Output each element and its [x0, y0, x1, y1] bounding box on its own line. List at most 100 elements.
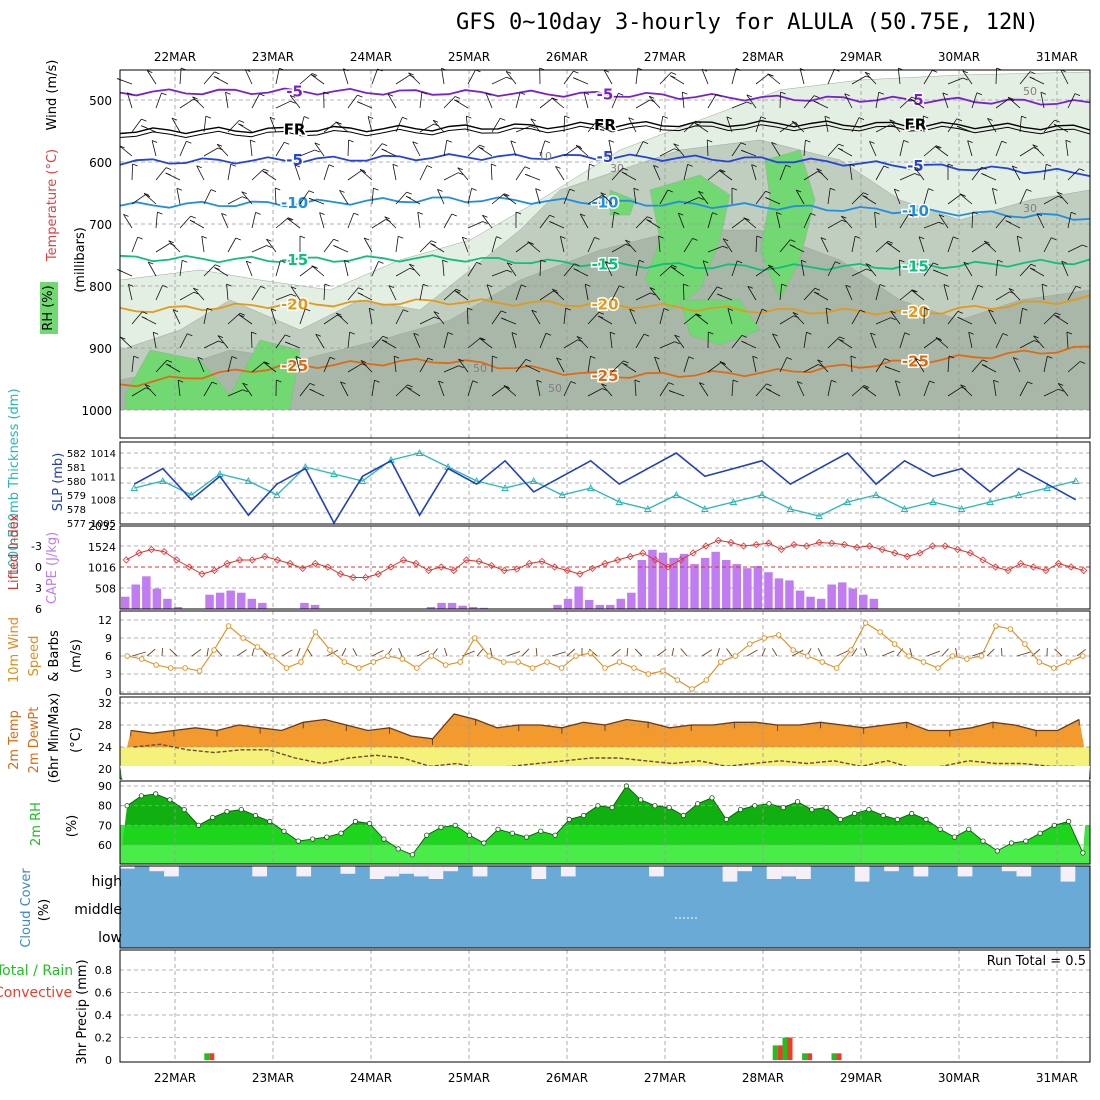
wind-barb [968, 331, 974, 335]
wind-speed-point [790, 647, 796, 653]
wind-barb [503, 385, 510, 388]
wind-barb [633, 187, 639, 191]
cape-bar [679, 553, 689, 609]
wind-barb [935, 337, 942, 340]
wind-barb [131, 387, 146, 397]
wind-speed-point [862, 620, 869, 626]
wind-barb-10m [521, 648, 530, 657]
wind-barb [654, 356, 661, 373]
precip-total-bar [802, 1053, 808, 1061]
lifted-index-point [626, 552, 634, 561]
wind-barb [971, 166, 982, 181]
wind-barb [890, 124, 896, 128]
wind-barb [371, 143, 383, 157]
rh2m-frame [119, 780, 1091, 865]
isotherm-label: -15 [281, 251, 308, 269]
lifted-index-point [777, 545, 785, 554]
wind-barb [1067, 212, 1072, 229]
wind-barb [192, 96, 205, 109]
wind-barb [687, 164, 693, 167]
lifted-index-point [1029, 563, 1037, 571]
wind-barb [1043, 356, 1048, 373]
cape-axis-label: CAPE (J/kg) [45, 532, 60, 604]
wind-barb-10m [146, 648, 156, 657]
wind-barb [264, 361, 270, 365]
date-label-bottom: 31MAR [1036, 1071, 1078, 1085]
wind-barb [792, 312, 805, 325]
lifted-index-point [1067, 563, 1075, 571]
lifted-index-point [1080, 566, 1088, 575]
wind-barb [323, 121, 337, 133]
wind-barb [176, 187, 183, 191]
wind-barb [388, 285, 397, 301]
temperature-axis-label: Temperature (°C) [45, 149, 60, 262]
wind-barb [681, 92, 685, 109]
wind-barb [131, 163, 133, 181]
wind-barb [695, 313, 701, 317]
wind-barb [310, 74, 317, 77]
rh2m-point [1023, 838, 1029, 844]
wind-barb [827, 336, 840, 349]
wind-barb [938, 214, 945, 218]
cloud-high-gap [649, 866, 664, 877]
thickness-point [815, 512, 823, 519]
cape-bar [553, 604, 562, 609]
cape-bar [669, 557, 678, 609]
rh2m-point [538, 828, 544, 834]
precip-convective-bar [209, 1053, 215, 1061]
wind-barb [500, 117, 506, 121]
rh2m-point [381, 836, 387, 842]
wind-barb [772, 333, 778, 337]
wind-barb [772, 333, 781, 349]
wind-barb [290, 100, 296, 104]
wind-speed-point [906, 653, 912, 659]
wind-speed-point [1065, 659, 1072, 665]
wind-barb [214, 71, 220, 75]
wind-barb [923, 188, 929, 205]
wind-barb [360, 360, 367, 363]
wind-barb [1007, 96, 1014, 100]
wind-barb [803, 171, 818, 181]
wind-barb [426, 165, 433, 168]
cloud-low-mid [120, 866, 1090, 948]
wind-barb [673, 143, 679, 147]
wind-barb [747, 285, 753, 289]
cape-bar [447, 602, 457, 609]
wind-barb [244, 69, 253, 85]
wind-barb [587, 356, 591, 373]
wind-barb [827, 188, 831, 205]
run-total-annotation: Run Total = 0.5 [987, 954, 1086, 969]
lifted-index-point [878, 545, 886, 554]
wind-barb [752, 355, 758, 359]
cape-bar [458, 605, 467, 609]
wind-barb [766, 383, 772, 387]
lifted-index-point [1017, 559, 1025, 568]
isotherm-line [119, 294, 1091, 316]
wind-barb [585, 283, 591, 287]
wind-barb [767, 73, 781, 85]
wind-barb [227, 389, 243, 397]
wind-barb [1043, 312, 1056, 325]
wind-barb [419, 284, 424, 301]
wind-barb [737, 260, 743, 264]
isotherm-label: -20 [591, 296, 618, 314]
wind-barb [536, 379, 542, 383]
wind-barb [563, 381, 572, 397]
wind-barb [779, 315, 794, 325]
wind-barb [887, 240, 894, 244]
wind-barb [677, 212, 685, 229]
wind-barb [339, 190, 349, 205]
wind-barb [659, 308, 665, 325]
wind-barb-10m [836, 650, 849, 657]
wind-barb [943, 284, 950, 287]
thickness-point [415, 449, 424, 456]
wind-barb [995, 67, 997, 85]
wind-barb-10m [716, 647, 720, 657]
thickness-point [1071, 477, 1080, 484]
cape-bar [711, 551, 720, 609]
lifted-index-point [349, 573, 357, 582]
wind-barb [249, 140, 253, 157]
wind-barb [408, 72, 414, 76]
wind-barb [707, 245, 724, 253]
wind-barb [702, 260, 709, 264]
